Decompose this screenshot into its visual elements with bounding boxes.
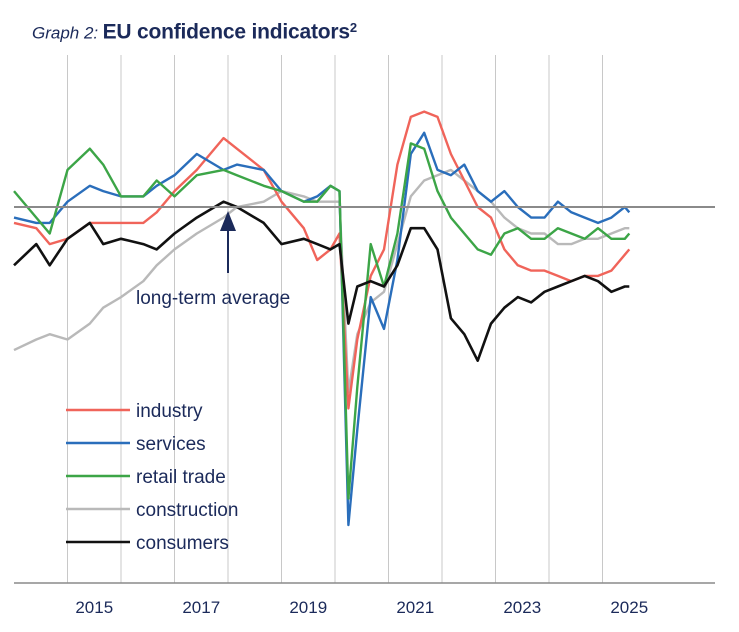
vertical-gridlines <box>67 55 603 583</box>
series-line-retail-trade <box>13 142 631 500</box>
legend-item-services: services <box>66 434 206 455</box>
legend-item-construction: construction <box>66 500 238 521</box>
title-prefix: Graph 2: <box>32 23 99 43</box>
legend-item-retail-trade: retail trade <box>66 467 226 488</box>
title-footnote-mark: 2 <box>349 20 358 35</box>
chart-legend: industry services retail trade construction… <box>66 401 238 554</box>
series-line-consumers <box>13 200 630 362</box>
x-tick-labels: 2015 2017 2019 2021 2023 2025 <box>75 598 648 617</box>
legend-label: construction <box>136 500 238 521</box>
x-tick-label: 2015 <box>75 598 113 617</box>
legend-label: services <box>136 434 206 455</box>
x-tick-label: 2025 <box>610 598 648 617</box>
series-line-industry <box>13 110 631 410</box>
legend-label: consumers <box>136 533 229 554</box>
long-term-average-annotation: long-term average <box>136 211 290 309</box>
arrow-up-icon <box>220 211 236 231</box>
legend-label: industry <box>136 401 203 422</box>
x-tick-label: 2019 <box>289 598 327 617</box>
series-line-services <box>13 131 631 527</box>
annotation-label: long-term average <box>136 288 290 309</box>
legend-item-industry: industry <box>66 401 203 422</box>
title-main: EU confidence indicators <box>102 20 350 44</box>
x-tick-label: 2021 <box>396 598 434 617</box>
series-line-construction <box>13 168 630 394</box>
series-layer <box>13 110 631 527</box>
legend-item-consumers: consumers <box>66 533 229 554</box>
chart-title: Graph 2: EU confidence indicators2 <box>32 20 357 44</box>
legend-label: retail trade <box>136 467 226 488</box>
x-tick-label: 2017 <box>182 598 220 617</box>
x-tick-label: 2023 <box>503 598 541 617</box>
